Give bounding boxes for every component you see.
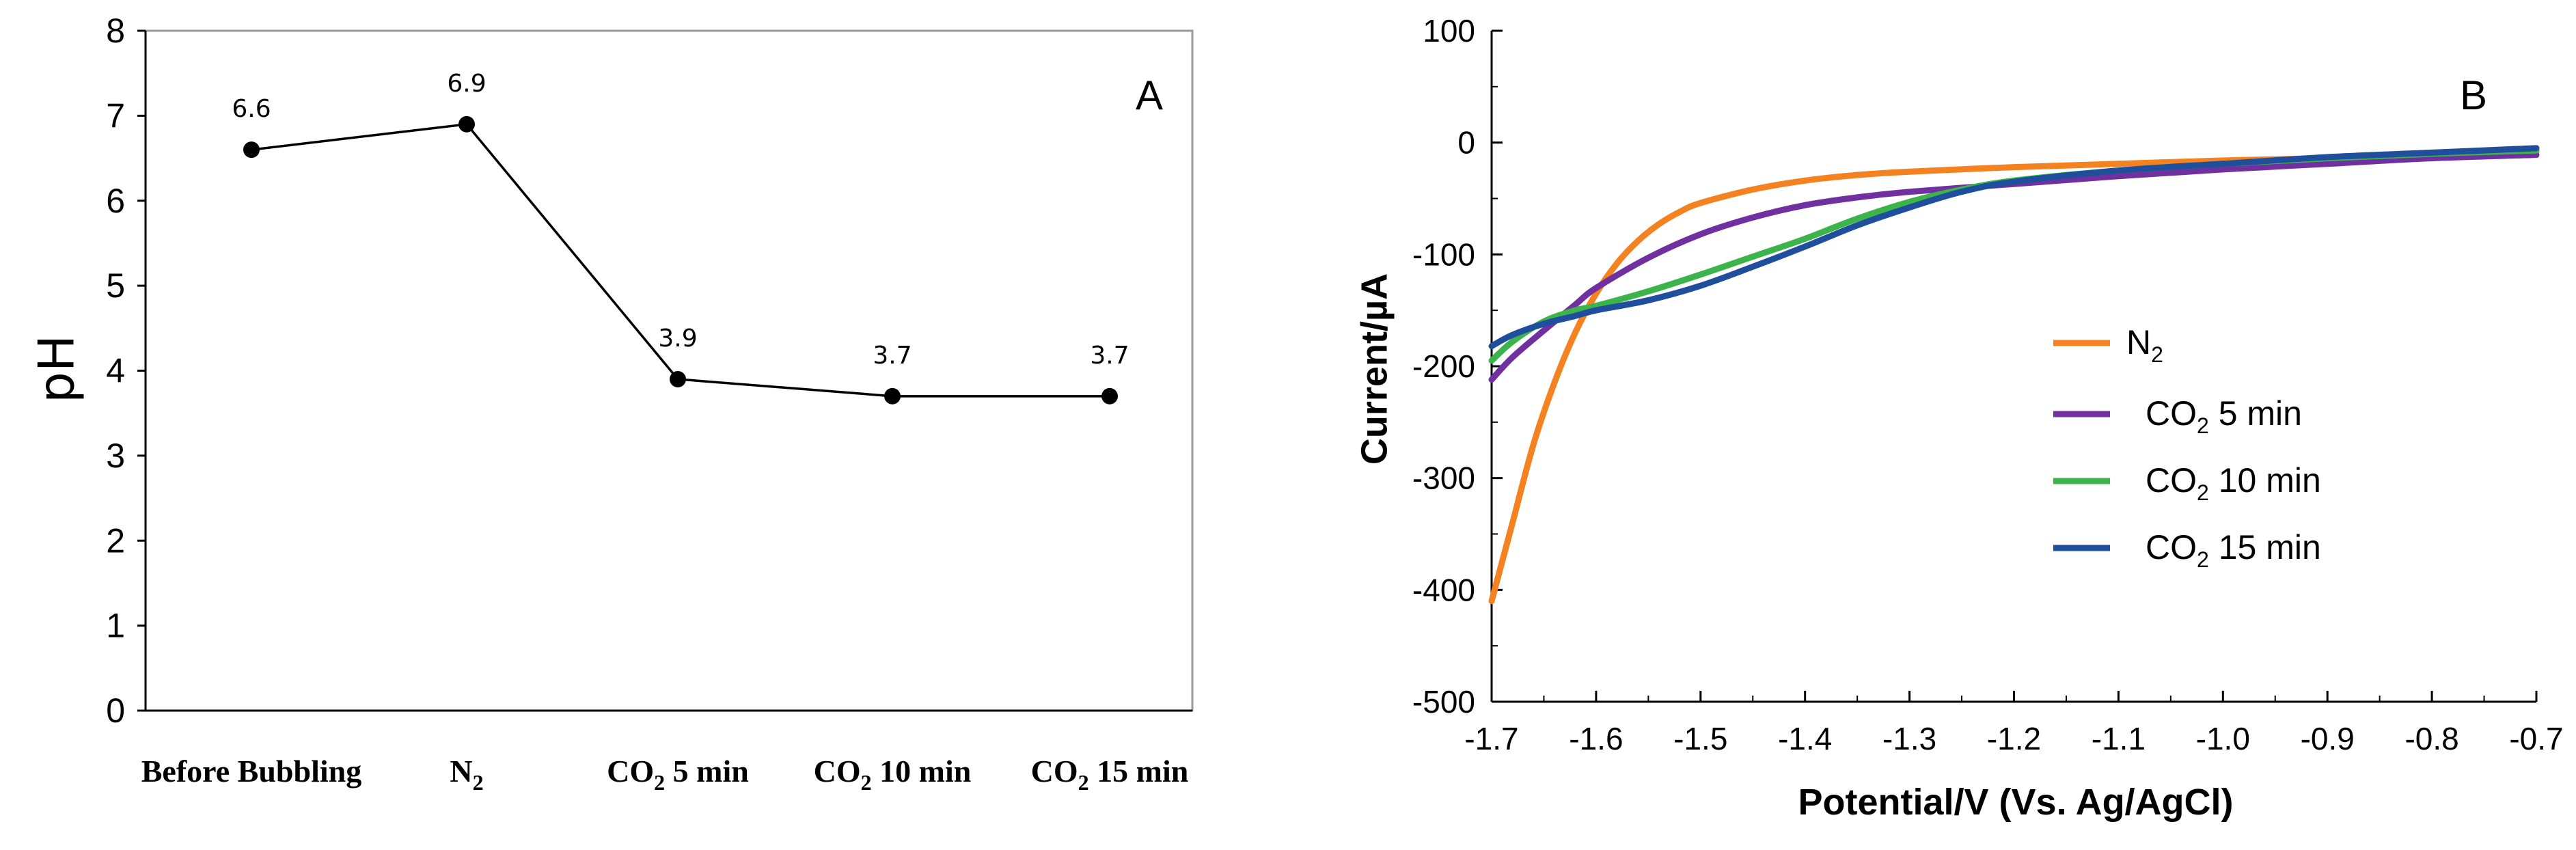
panel-b-y-tick-label: -100 [1412, 236, 1475, 272]
panel-b-x-tick-label: -1.3 [1882, 721, 1936, 756]
panel-a-data-point [670, 370, 686, 387]
panel-b-label: B [2460, 72, 2487, 118]
panel-b-series-line [1488, 145, 2540, 350]
panel-b-y-tick-label: -400 [1412, 572, 1475, 607]
panel-a-data-label: 6.9 [447, 70, 486, 98]
panel-a-x-tick-label: N2 [450, 754, 483, 795]
panel-b-x-tick-label: -1.6 [1569, 721, 1623, 756]
panel-a-x-tick-label: CO2 5 min [607, 754, 749, 795]
panel-b-x-tick-label: -1.1 [2092, 721, 2146, 756]
panel-b-y-tick-label: -200 [1412, 348, 1475, 384]
panel-a-y-ticks: 0 1 2 3 4 5 6 7 8 [106, 12, 146, 730]
panel-a-data-label: 3.7 [873, 342, 912, 370]
panel-b-x-tick-label: -0.9 [2301, 721, 2355, 756]
panel-b-series-line [1488, 152, 2540, 383]
panel-b-legend-entry: CO2 15 min [2146, 528, 2321, 572]
panel-b-legend: N2 CO2 5 min CO2 10 min CO2 15 min [2053, 323, 2321, 572]
panel-b-x-tick-label: -1.5 [1673, 721, 1727, 756]
panel-a-y-tick-label: 1 [106, 607, 125, 645]
panel-a-x-tick-label: Before Bubbling [141, 754, 362, 789]
panel-a-data-points [243, 115, 1118, 405]
panel-b-x-tick-label: -1.0 [2196, 721, 2250, 756]
panel-a-data-label: 6.6 [232, 95, 271, 123]
panel-a-data-label: 3.9 [658, 325, 697, 353]
panel-b-x-ticks: -1.7 -1.6 -1.5 -1.4 -1.3 -1.2 -1.1 -1.0 -0.9 -0.8… [1464, 691, 2564, 756]
panel-a-x-tick-label: CO2 10 min [814, 754, 972, 795]
panel-b-series [1488, 145, 2540, 605]
panel-a-y-tick-label: 2 [106, 521, 125, 560]
panel-a-y-tick-label: 0 [106, 691, 125, 730]
panel-a-y-tick-label: 3 [106, 437, 125, 475]
panel-b-x-tick-label: -1.4 [1778, 721, 1832, 756]
panel-a-chart: 0 1 2 3 4 5 6 7 8 Before Bubbling N2 CO2 5 min CO2 … [28, 12, 1194, 795]
panel-a-y-tick-label: 4 [106, 352, 125, 390]
panel-b-series-line [1488, 148, 2540, 605]
panel-b-y-tick-label: 0 [1457, 125, 1475, 161]
panel-a-data-point [1101, 387, 1118, 405]
panel-b-x-tick-label: -1.2 [1987, 721, 2041, 756]
panel-a-data-point [458, 115, 475, 133]
panel-a-data-labels: 6.6 6.9 3.9 3.7 3.7 [232, 70, 1129, 370]
panel-a-y-tick-label: 8 [106, 12, 125, 50]
panel-a-y-axis-title: pH [28, 335, 85, 403]
panel-a-data-point [243, 141, 260, 159]
panel-b-legend-entry: CO2 10 min [2146, 461, 2321, 505]
panel-a-series-line [251, 122, 1110, 398]
panel-b-y-tick-label: -300 [1412, 461, 1475, 496]
panel-a-label: A [1136, 72, 1163, 118]
panel-a-y-tick-label: 5 [106, 266, 125, 305]
panel-b-y-tick-label: -500 [1412, 684, 1475, 719]
panel-a-data-point [884, 387, 901, 405]
panel-b-y-ticks: -500 -400 -300 -200 -100 0 100 [1412, 13, 1503, 719]
panel-a-data-label: 3.7 [1090, 342, 1129, 370]
panel-b-x-tick-label: -0.8 [2404, 721, 2458, 756]
panel-a-y-tick-label: 7 [106, 96, 125, 135]
panel-b-y-axis-title: Current/µA [1354, 273, 1395, 465]
panel-a-x-ticks: Before Bubbling N2 CO2 5 min CO2 10 min CO2 … [141, 754, 1189, 795]
panel-b-x-tick-label: -1.7 [1464, 721, 1518, 756]
panel-a-plot-frame [144, 29, 1194, 712]
panel-a-x-tick-label: CO2 15 min [1031, 754, 1189, 795]
panel-b-x-tick-label: -0.7 [2509, 721, 2563, 756]
panel-b-legend-entry: N2 [2126, 323, 2163, 367]
panel-a-y-tick-label: 6 [106, 182, 125, 220]
panel-b-x-axis-title: Potential/V (Vs. Ag/AgCl) [1798, 782, 2233, 823]
panel-b-y-tick-label: 100 [1423, 13, 1475, 49]
panel-b-legend-entry: CO2 5 min [2146, 394, 2302, 438]
